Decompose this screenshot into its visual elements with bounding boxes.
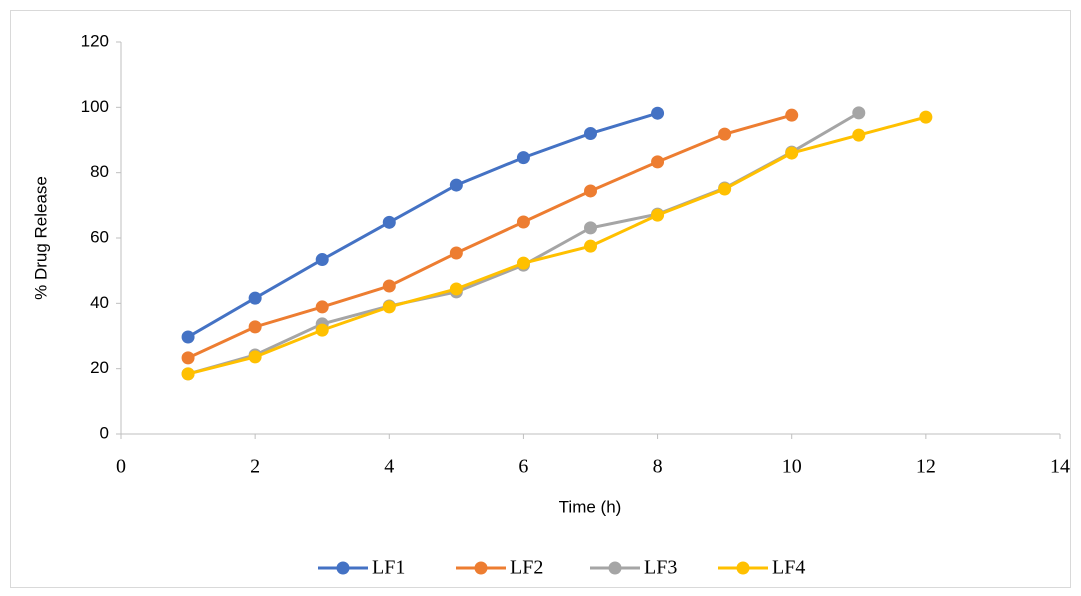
legend-marker <box>736 561 750 575</box>
y-tick-label: 20 <box>90 358 109 377</box>
y-tick-label: 60 <box>90 227 109 246</box>
data-point <box>718 182 732 196</box>
x-tick-label: 14 <box>1050 456 1070 478</box>
data-point <box>315 253 329 267</box>
data-point <box>651 106 665 120</box>
y-tick-label: 120 <box>81 31 109 50</box>
data-point <box>651 155 665 169</box>
data-point <box>651 208 665 222</box>
x-tick-label: 8 <box>653 456 663 478</box>
series-line <box>187 113 793 360</box>
y-tick-label: 100 <box>81 97 109 116</box>
data-point <box>584 184 597 198</box>
legend-label: LF3 <box>644 557 677 579</box>
data-point <box>248 350 262 364</box>
data-point <box>315 323 329 337</box>
data-point <box>382 300 396 314</box>
series-line <box>187 111 659 339</box>
series-line <box>187 115 927 376</box>
chart-frame <box>10 10 1071 588</box>
legend-label: LF2 <box>510 557 543 579</box>
data-point <box>315 300 329 314</box>
data-point <box>248 320 262 334</box>
data-point <box>449 246 463 260</box>
data-point <box>516 215 530 229</box>
data-point <box>584 126 597 140</box>
y-tick-label: 40 <box>90 293 109 312</box>
data-point <box>516 151 530 165</box>
data-point <box>181 351 195 365</box>
data-point <box>718 127 732 141</box>
x-axis-title: Time (h) <box>559 497 622 516</box>
legend-label: LF4 <box>772 557 805 579</box>
legend-label: LF1 <box>372 557 405 579</box>
data-point <box>181 330 195 344</box>
x-tick-label: 6 <box>518 456 528 478</box>
data-point <box>852 128 866 142</box>
legend-marker <box>474 561 488 575</box>
data-point <box>516 256 530 270</box>
data-point <box>584 221 597 235</box>
data-point <box>852 106 866 120</box>
data-point <box>584 239 597 253</box>
data-point <box>382 215 396 229</box>
data-point <box>449 282 463 296</box>
legend-marker <box>608 561 622 575</box>
x-tick-label: 2 <box>250 456 260 478</box>
data-point <box>785 146 799 160</box>
data-point <box>919 110 933 124</box>
data-point <box>449 178 463 192</box>
x-tick-label: 4 <box>384 456 394 478</box>
data-point <box>181 367 195 381</box>
x-tick-label: 12 <box>916 456 936 478</box>
y-axis-title: % Drug Release <box>31 176 50 300</box>
y-tick-label: 0 <box>100 423 109 442</box>
legend-marker <box>336 561 350 575</box>
data-point <box>785 108 799 122</box>
data-point <box>248 291 262 305</box>
x-tick-label: 0 <box>116 456 126 478</box>
x-tick-label: 10 <box>782 456 802 478</box>
y-tick-label: 80 <box>90 162 109 181</box>
data-point <box>382 279 396 293</box>
